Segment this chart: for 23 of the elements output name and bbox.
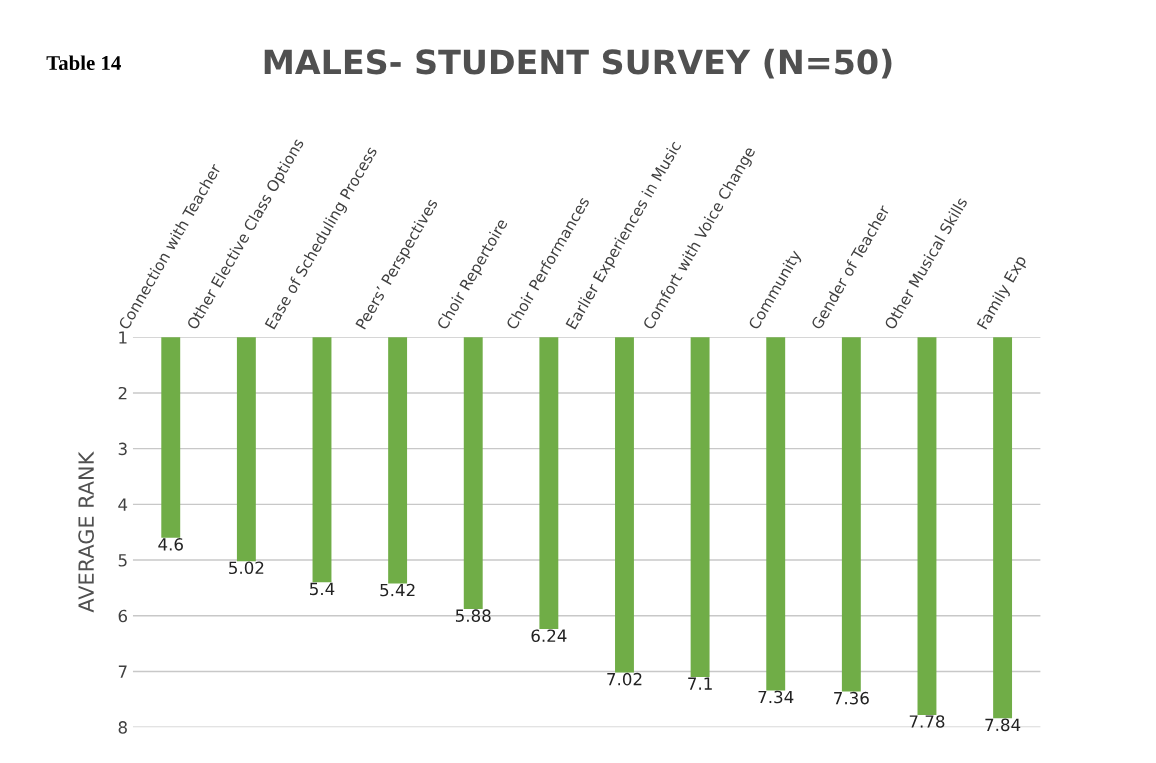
chart-title: MALES- STUDENT SURVEY (N=50) bbox=[264, 48, 892, 79]
y-tick-label: 8 bbox=[118, 721, 127, 734]
y-tick-label: 7 bbox=[118, 665, 127, 678]
y-tick-label: 5 bbox=[118, 554, 127, 567]
data-label: 7.36 bbox=[834, 691, 869, 705]
y-tick-label: 4 bbox=[118, 498, 128, 511]
data-label: 6.24 bbox=[531, 629, 567, 643]
y-tick-label: 3 bbox=[118, 442, 127, 456]
data-label: 7.02 bbox=[607, 672, 642, 686]
y-tick-label: 6 bbox=[118, 609, 128, 623]
caption: Table 14 bbox=[46, 55, 121, 71]
y-tick-label: 2 bbox=[118, 386, 127, 400]
y-tick-label: 1 bbox=[119, 331, 127, 344]
data-label: 5.88 bbox=[455, 609, 491, 622]
data-label: 7.34 bbox=[758, 690, 794, 704]
data-label: 4.6 bbox=[158, 538, 183, 551]
data-label: 5.42 bbox=[380, 583, 415, 597]
data-label: 7.78 bbox=[909, 715, 945, 728]
data-label: 7.1 bbox=[688, 677, 712, 690]
data-label: 5.02 bbox=[229, 561, 264, 575]
data-label: 5.4 bbox=[310, 582, 335, 596]
data-label: 7.84 bbox=[985, 718, 1021, 732]
y-axis-title: AVERAGE RANK bbox=[78, 451, 94, 613]
